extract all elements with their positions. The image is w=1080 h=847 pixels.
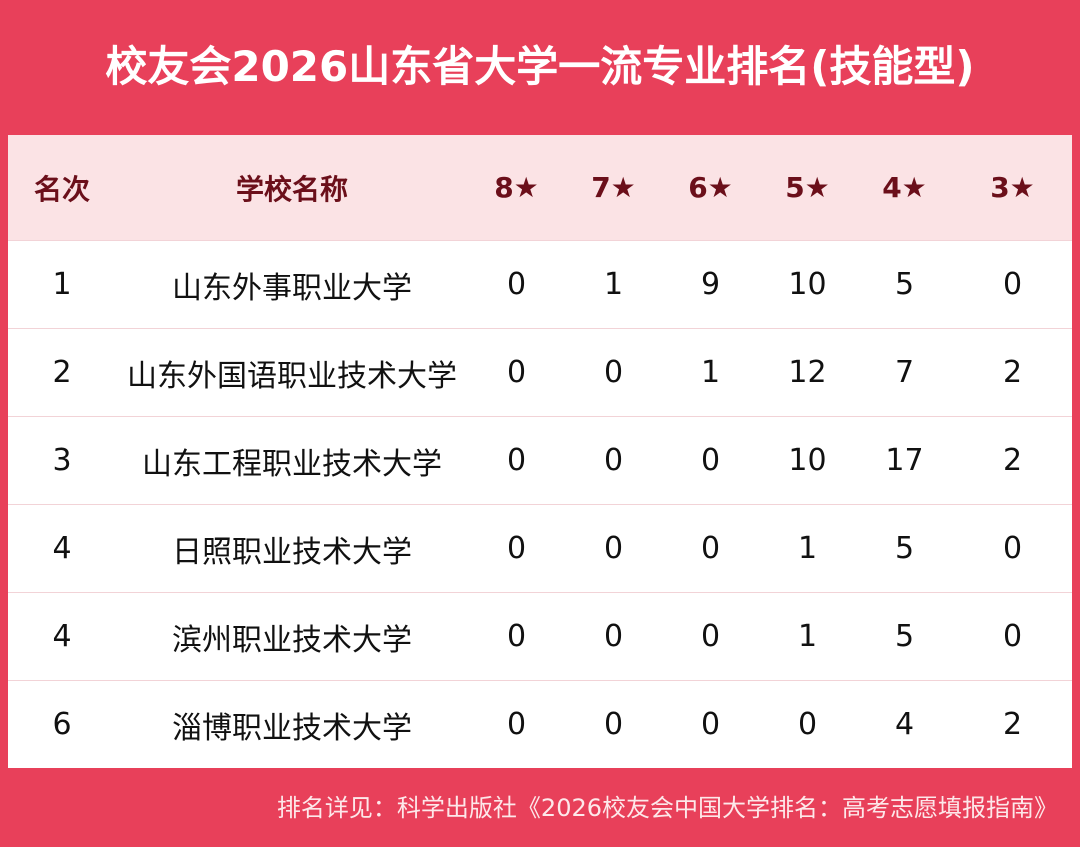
column-header: 6★: [662, 135, 759, 241]
header-row: 名次 学校名称 8★ 7★ 6★ 5★ 4★ 3★: [8, 135, 1072, 241]
rank: 3: [8, 416, 116, 505]
table-row: 4 滨州职业技术大学 0 0 0 1 5 0: [8, 592, 1072, 681]
rank: 6: [8, 680, 116, 768]
count: 0: [759, 680, 856, 768]
count: 0: [662, 680, 759, 768]
count: 0: [468, 240, 565, 329]
count: 10: [759, 240, 856, 329]
count: 2: [953, 416, 1072, 505]
table-row: 3 山东工程职业技术大学 0 0 0 10 17 2: [8, 416, 1072, 505]
count: 0: [468, 328, 565, 417]
ranking-table: 名次 学校名称 8★ 7★ 6★ 5★ 4★ 3★ 1 山东外事职业大学 0 1 9 10 5 0 2 山东外国…: [8, 135, 1072, 768]
count: 5: [856, 592, 953, 681]
count: 0: [565, 680, 662, 768]
count: 0: [565, 504, 662, 593]
column-header: 名次: [8, 135, 116, 241]
rank: 1: [8, 240, 116, 329]
count: 4: [856, 680, 953, 768]
table-row: 1 山东外事职业大学 0 1 9 10 5 0: [8, 240, 1072, 329]
table-row: 6 淄博职业技术大学 0 0 0 0 4 2: [8, 680, 1072, 768]
school-name: 山东外国语职业技术大学: [116, 328, 468, 417]
title: 校友会2026山东省大学一流专业排名(技能型): [105, 42, 975, 91]
column-header: 3★: [953, 135, 1072, 241]
count: 0: [565, 416, 662, 505]
count: 1: [662, 328, 759, 417]
rank: 4: [8, 504, 116, 593]
count: 0: [662, 592, 759, 681]
count: 10: [759, 416, 856, 505]
count: 0: [662, 504, 759, 593]
count: 1: [759, 504, 856, 593]
count: 0: [953, 592, 1072, 681]
table-row: 2 山东外国语职业技术大学 0 0 1 12 7 2: [8, 328, 1072, 417]
count: 2: [953, 680, 1072, 768]
column-header: 8★: [468, 135, 565, 241]
count: 0: [953, 504, 1072, 593]
column-header: 4★: [856, 135, 953, 241]
count: 5: [856, 240, 953, 329]
count: 9: [662, 240, 759, 329]
count: 7: [856, 328, 953, 417]
count: 0: [468, 416, 565, 505]
count: 0: [468, 592, 565, 681]
school-name: 山东外事职业大学: [116, 240, 468, 329]
table-row: 4 日照职业技术大学 0 0 0 1 5 0: [8, 504, 1072, 593]
count: 17: [856, 416, 953, 505]
school-name: 淄博职业技术大学: [116, 680, 468, 768]
school-name: 山东工程职业技术大学: [116, 416, 468, 505]
column-header: 学校名称: [116, 135, 468, 241]
school-name: 日照职业技术大学: [116, 504, 468, 593]
column-header: 5★: [759, 135, 856, 241]
rank: 4: [8, 592, 116, 681]
count: 2: [953, 328, 1072, 417]
count: 0: [468, 504, 565, 593]
rank: 2: [8, 328, 116, 417]
footer-note: 排名详见：科学出版社《2026校友会中国大学排名：高考志愿填报指南》: [276, 794, 1058, 822]
column-header: 7★: [565, 135, 662, 241]
count: 0: [565, 592, 662, 681]
count: 0: [565, 328, 662, 417]
count: 1: [565, 240, 662, 329]
count: 12: [759, 328, 856, 417]
table-body: 1 山东外事职业大学 0 1 9 10 5 0 2 山东外国语职业技术大学 0 0 1 12 7 2 3 山东工程…: [8, 240, 1072, 768]
count: 5: [856, 504, 953, 593]
count: 1: [759, 592, 856, 681]
count: 0: [953, 240, 1072, 329]
school-name: 滨州职业技术大学: [116, 592, 468, 681]
count: 0: [662, 416, 759, 505]
count: 0: [468, 680, 565, 768]
